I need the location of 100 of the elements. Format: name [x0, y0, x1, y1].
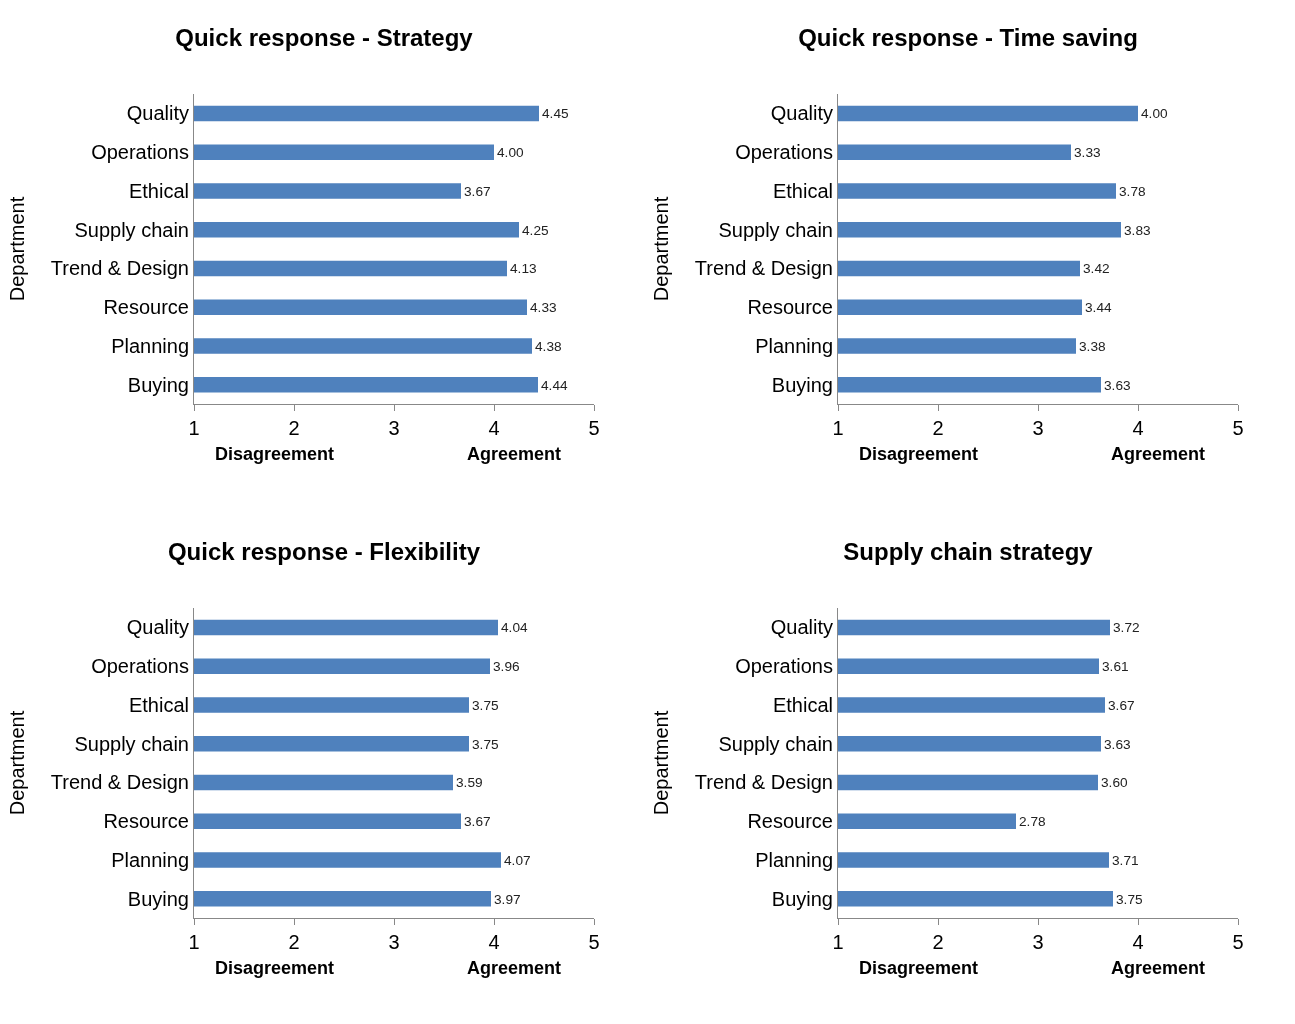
chart-title: Supply chain strategy — [843, 538, 1094, 566]
x-tick-label: 3 — [388, 417, 400, 439]
y-tick-label: Buying — [771, 373, 833, 396]
y-tick-label: Quality — [126, 616, 189, 639]
x-tick-label: 2 — [288, 931, 300, 953]
chart-title: Quick response - Flexibility — [167, 538, 481, 566]
chart-title: Quick response - Time saving — [798, 24, 1138, 52]
x-tick-label: 4 — [488, 931, 500, 953]
x-tick-label: 5 — [1232, 931, 1244, 953]
y-axis-title: Department — [650, 196, 673, 302]
x-tick-label: 5 — [1232, 417, 1244, 439]
data-label: 4.00 — [497, 145, 524, 161]
y-axis-title: Department — [650, 710, 673, 816]
data-label: 3.67 — [464, 814, 491, 830]
x-tick-label: 4 — [1132, 417, 1144, 439]
x-tick-label: 5 — [588, 931, 600, 953]
y-tick-label: Trend & Design — [50, 257, 189, 280]
y-tick-label: Quality — [770, 102, 833, 125]
x-tick-label: 5 — [588, 417, 600, 439]
data-label: 3.72 — [1113, 620, 1140, 636]
x-tick-label: 4 — [1132, 931, 1144, 953]
y-tick-label: Operations — [91, 655, 189, 678]
y-tick-label: Buying — [127, 887, 189, 910]
data-label: 2.78 — [1019, 814, 1046, 830]
data-label: 4.00 — [1141, 106, 1168, 122]
y-tick-label: Resource — [747, 296, 833, 319]
text: Agreement — [467, 958, 562, 978]
text: Agreement — [467, 444, 562, 464]
data-label: 3.67 — [1108, 697, 1135, 713]
y-tick-label: Quality — [126, 102, 189, 125]
data-label: 3.75 — [1116, 891, 1143, 907]
data-label: 3.78 — [1119, 183, 1146, 199]
y-tick-label: Resource — [103, 810, 189, 833]
x-tick-label: 1 — [832, 417, 844, 439]
text: Disagreement — [215, 444, 335, 464]
y-tick-label: Trend & Design — [694, 771, 833, 794]
data-label: 4.33 — [530, 300, 557, 316]
text: Agreement — [1111, 958, 1206, 978]
data-label: 3.33 — [1074, 145, 1101, 161]
data-label: 4.07 — [504, 852, 531, 868]
x-tick-label: 2 — [932, 417, 944, 439]
y-tick-label: Supply chain — [74, 218, 189, 241]
y-tick-label: Operations — [735, 655, 833, 678]
data-label: 4.45 — [542, 106, 569, 122]
x-tick-label: 1 — [188, 417, 200, 439]
data-label: 3.42 — [1083, 261, 1110, 277]
data-label: 3.38 — [1079, 338, 1106, 354]
y-tick-label: Ethical — [128, 693, 189, 716]
data-label: 3.67 — [464, 183, 491, 199]
y-axis-title: Department — [6, 710, 29, 816]
data-label: 3.59 — [456, 775, 483, 791]
data-label: 4.44 — [541, 377, 568, 393]
data-label: 4.25 — [522, 222, 549, 238]
data-label: 3.75 — [472, 697, 499, 713]
data-label: 3.83 — [1124, 222, 1151, 238]
y-tick-label: Resource — [747, 810, 833, 833]
y-tick-label: Buying — [127, 373, 189, 396]
data-label: 3.61 — [1102, 659, 1129, 675]
data-label: 4.38 — [535, 338, 562, 354]
y-tick-label: Supply chain — [74, 732, 189, 755]
y-tick-label: Ethical — [128, 179, 189, 202]
y-axis-title: Department — [6, 196, 29, 302]
x-tick-label: 3 — [388, 931, 400, 953]
data-label: 4.04 — [501, 620, 528, 636]
x-tick-label: 2 — [932, 931, 944, 953]
data-label: 3.96 — [493, 659, 520, 675]
y-tick-label: Trend & Design — [694, 257, 833, 280]
data-label: 4.13 — [510, 261, 537, 277]
y-tick-label: Trend & Design — [50, 771, 189, 794]
x-tick-label: 4 — [488, 417, 500, 439]
data-label: 3.97 — [494, 891, 521, 907]
y-tick-label: Operations — [735, 141, 833, 164]
text: Disagreement — [859, 444, 979, 464]
data-label: 3.44 — [1085, 300, 1112, 316]
data-label: 3.60 — [1101, 775, 1128, 791]
data-label: 3.63 — [1104, 377, 1131, 393]
text: Agreement — [1111, 444, 1206, 464]
x-tick-label: 2 — [288, 417, 300, 439]
y-tick-label: Supply chain — [718, 218, 833, 241]
y-tick-label: Supply chain — [718, 732, 833, 755]
y-tick-label: Operations — [91, 141, 189, 164]
x-tick-label: 1 — [832, 931, 844, 953]
x-tick-label: 1 — [188, 931, 200, 953]
data-label: 3.71 — [1112, 852, 1139, 868]
y-tick-label: Resource — [103, 296, 189, 319]
y-tick-label: Ethical — [772, 693, 833, 716]
y-tick-label: Quality — [770, 616, 833, 639]
data-label: 3.75 — [472, 736, 499, 752]
x-tick-label: 3 — [1032, 931, 1044, 953]
y-tick-label: Planning — [111, 334, 189, 357]
y-tick-label: Ethical — [772, 179, 833, 202]
chart-title: Quick response - Strategy — [175, 24, 474, 52]
y-tick-label: Planning — [755, 848, 833, 871]
x-tick-label: 3 — [1032, 417, 1044, 439]
data-label: 3.63 — [1104, 736, 1131, 752]
y-tick-label: Planning — [755, 334, 833, 357]
text: Disagreement — [215, 958, 335, 978]
text: Disagreement — [859, 958, 979, 978]
y-tick-label: Planning — [111, 848, 189, 871]
y-tick-label: Buying — [771, 887, 833, 910]
